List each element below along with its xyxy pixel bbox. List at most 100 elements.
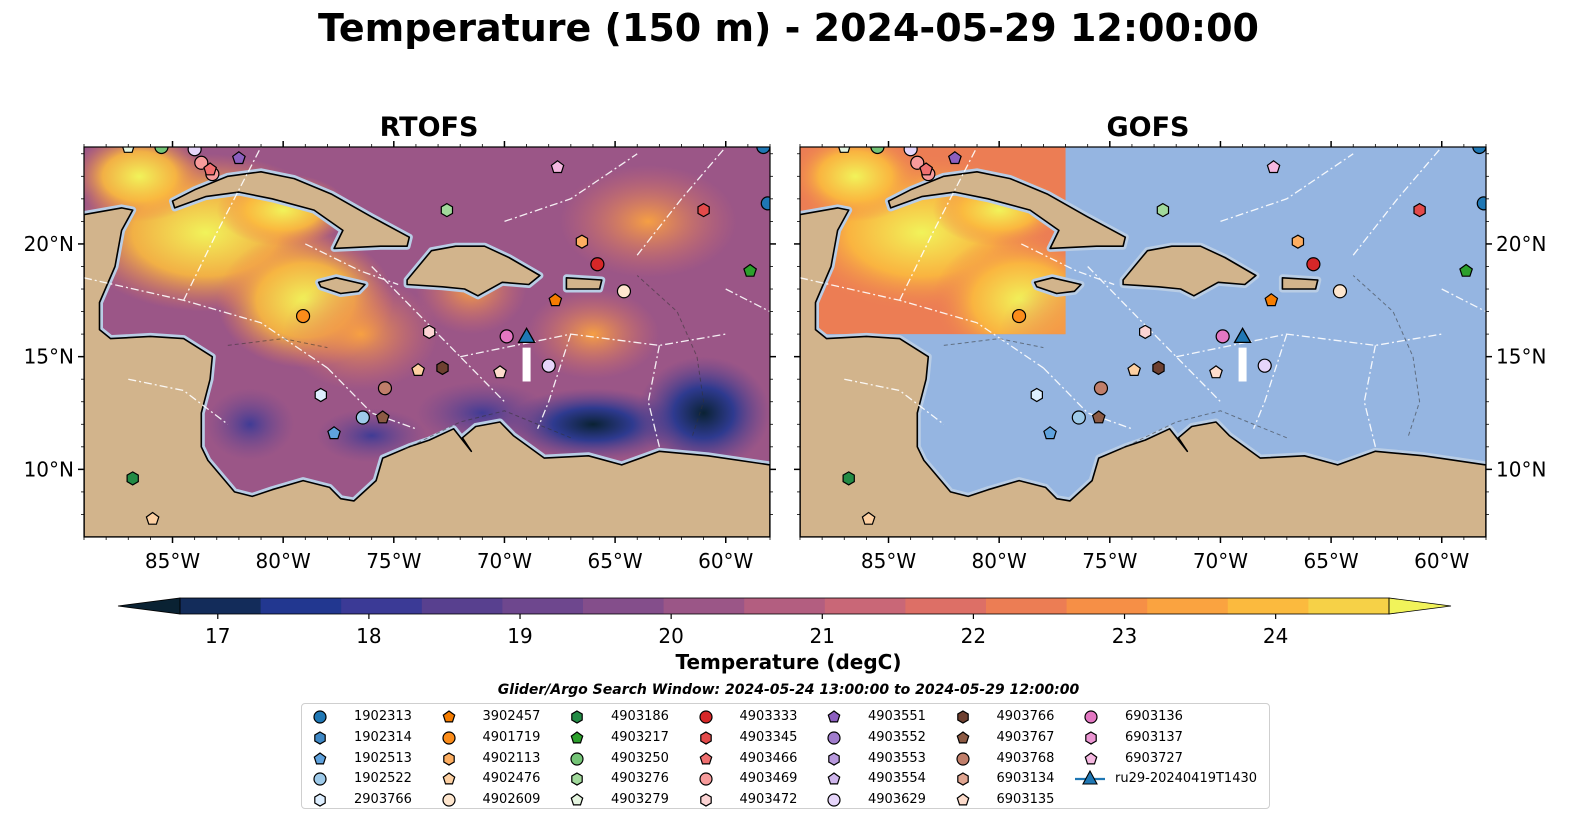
legend-marker xyxy=(956,731,969,744)
legend-label: 1902313 xyxy=(354,709,412,724)
legend-marker xyxy=(1084,710,1098,724)
colorbar-tick-label: 24 xyxy=(1263,624,1288,648)
legend-marker-icon xyxy=(313,710,327,724)
legend-marker-icon xyxy=(313,751,327,765)
legend-label: 1902513 xyxy=(354,750,412,766)
legend-marker-icon xyxy=(955,751,970,766)
float-marker-4903629 xyxy=(541,358,556,373)
legend-label: 6903135 xyxy=(996,792,1055,808)
legend-marker xyxy=(570,793,584,806)
legend-marker xyxy=(571,710,583,724)
legend-marker xyxy=(827,793,841,807)
float-marker-4902609 xyxy=(1332,284,1348,299)
float-marker-6903136 xyxy=(1215,329,1230,344)
float-marker-4903551 xyxy=(231,151,246,165)
gofs-map xyxy=(800,147,1486,537)
legend-marker xyxy=(441,793,456,807)
legend-marker-icon xyxy=(956,793,969,806)
lat-tick-label: 20°N xyxy=(1496,232,1546,256)
legend-label: 6903136 xyxy=(1125,709,1183,724)
legend-marker xyxy=(442,710,455,723)
float-marker-4903345 xyxy=(697,202,710,218)
colorbar-tick-label: 20 xyxy=(658,624,683,648)
colorbar-tick-label: 21 xyxy=(810,624,835,648)
legend-marker-icon xyxy=(698,710,713,724)
legend-marker xyxy=(698,710,713,724)
legend-marker-icon xyxy=(442,710,455,723)
float-marker-4903186 xyxy=(842,471,855,486)
legend-marker-icon xyxy=(314,731,326,745)
legend-marker-icon xyxy=(571,710,583,724)
legend-label: 4903554 xyxy=(868,771,926,787)
legend-marker-icon xyxy=(1084,751,1098,765)
colorbar-label: Temperature (degC) xyxy=(675,650,902,674)
float-marker-6903135 xyxy=(1209,365,1223,379)
float-marker-6903727 xyxy=(1266,160,1281,174)
legend-marker-icon xyxy=(956,772,969,787)
legend-label: 1902522 xyxy=(354,771,412,787)
float-marker-6903135 xyxy=(493,365,507,379)
float-marker-4903629 xyxy=(187,147,202,157)
lon-tick-label: 75°W xyxy=(366,549,421,573)
float-marker-4903217 xyxy=(1459,263,1474,277)
float-marker-4902609 xyxy=(616,284,632,299)
legend-marker xyxy=(956,793,969,806)
legend-label: 3902457 xyxy=(482,709,541,724)
float-marker-4903472 xyxy=(423,324,436,340)
float-marker-1902313 xyxy=(756,147,770,155)
float-marker-4903279 xyxy=(838,147,851,153)
legend-marker-icon xyxy=(314,793,326,807)
legend-marker-icon xyxy=(441,793,456,807)
legend-label: 4903552 xyxy=(868,729,926,745)
legend-marker-icon xyxy=(827,793,841,807)
legend-label: 4902476 xyxy=(482,771,541,787)
legend-marker-icon xyxy=(570,793,584,806)
legend-marker-icon xyxy=(827,710,841,723)
float-marker-4903472 xyxy=(1138,324,1152,340)
float-marker-1902313 xyxy=(1472,147,1486,155)
legend-marker xyxy=(441,731,456,745)
colorbar-tick-label: 19 xyxy=(507,624,532,648)
legend-label: 4903333 xyxy=(739,709,798,724)
legend-marker-icon xyxy=(699,731,712,745)
legend-marker xyxy=(571,772,583,787)
legend-marker xyxy=(699,751,712,765)
legend-marker-icon xyxy=(441,731,456,745)
legend-marker xyxy=(314,793,326,807)
legend: 1902313 1902314 1902513 1902522 2903766 39024… xyxy=(301,703,1270,809)
legend-marker-icon xyxy=(1085,731,1097,745)
legend-marker xyxy=(956,772,969,787)
legend-label: 6903134 xyxy=(996,771,1055,787)
float-marker-3902457 xyxy=(548,293,563,307)
legend-label: 4903472 xyxy=(739,792,798,808)
legend-marker-icon xyxy=(699,751,712,765)
float-marker-4901719 xyxy=(295,308,311,324)
lon-tick-label: 85°W xyxy=(861,549,916,573)
lon-tick-label: 65°W xyxy=(1303,549,1358,573)
legend-marker-icon xyxy=(1075,770,1105,785)
lon-tick-label: 85°W xyxy=(145,549,200,573)
legend-marker-icon xyxy=(699,793,712,807)
legend-marker-icon xyxy=(1084,710,1098,724)
float-marker-4902113 xyxy=(1291,234,1305,249)
legend-label: 4903279 xyxy=(611,792,669,808)
lat-tick-label: 15°N xyxy=(1496,345,1546,369)
legend-marker xyxy=(827,731,841,745)
glider-marker xyxy=(517,327,536,344)
float-marker-4903629 xyxy=(1257,358,1272,373)
legend-marker xyxy=(698,772,713,786)
legend-marker xyxy=(313,710,327,724)
float-marker-4903768 xyxy=(1093,381,1109,396)
legend-marker xyxy=(570,731,584,744)
legend-marker xyxy=(313,772,327,786)
legend-marker xyxy=(956,710,969,724)
float-marker-4902476 xyxy=(1127,362,1142,376)
float-marker-4902113 xyxy=(575,234,589,249)
legend-label: 4903469 xyxy=(739,771,798,787)
float-marker-1902522 xyxy=(1071,410,1086,425)
float-marker-4903629 xyxy=(903,147,918,157)
legend-label: 4903250 xyxy=(611,750,669,766)
legend-marker xyxy=(570,751,584,766)
legend-marker xyxy=(828,751,840,766)
